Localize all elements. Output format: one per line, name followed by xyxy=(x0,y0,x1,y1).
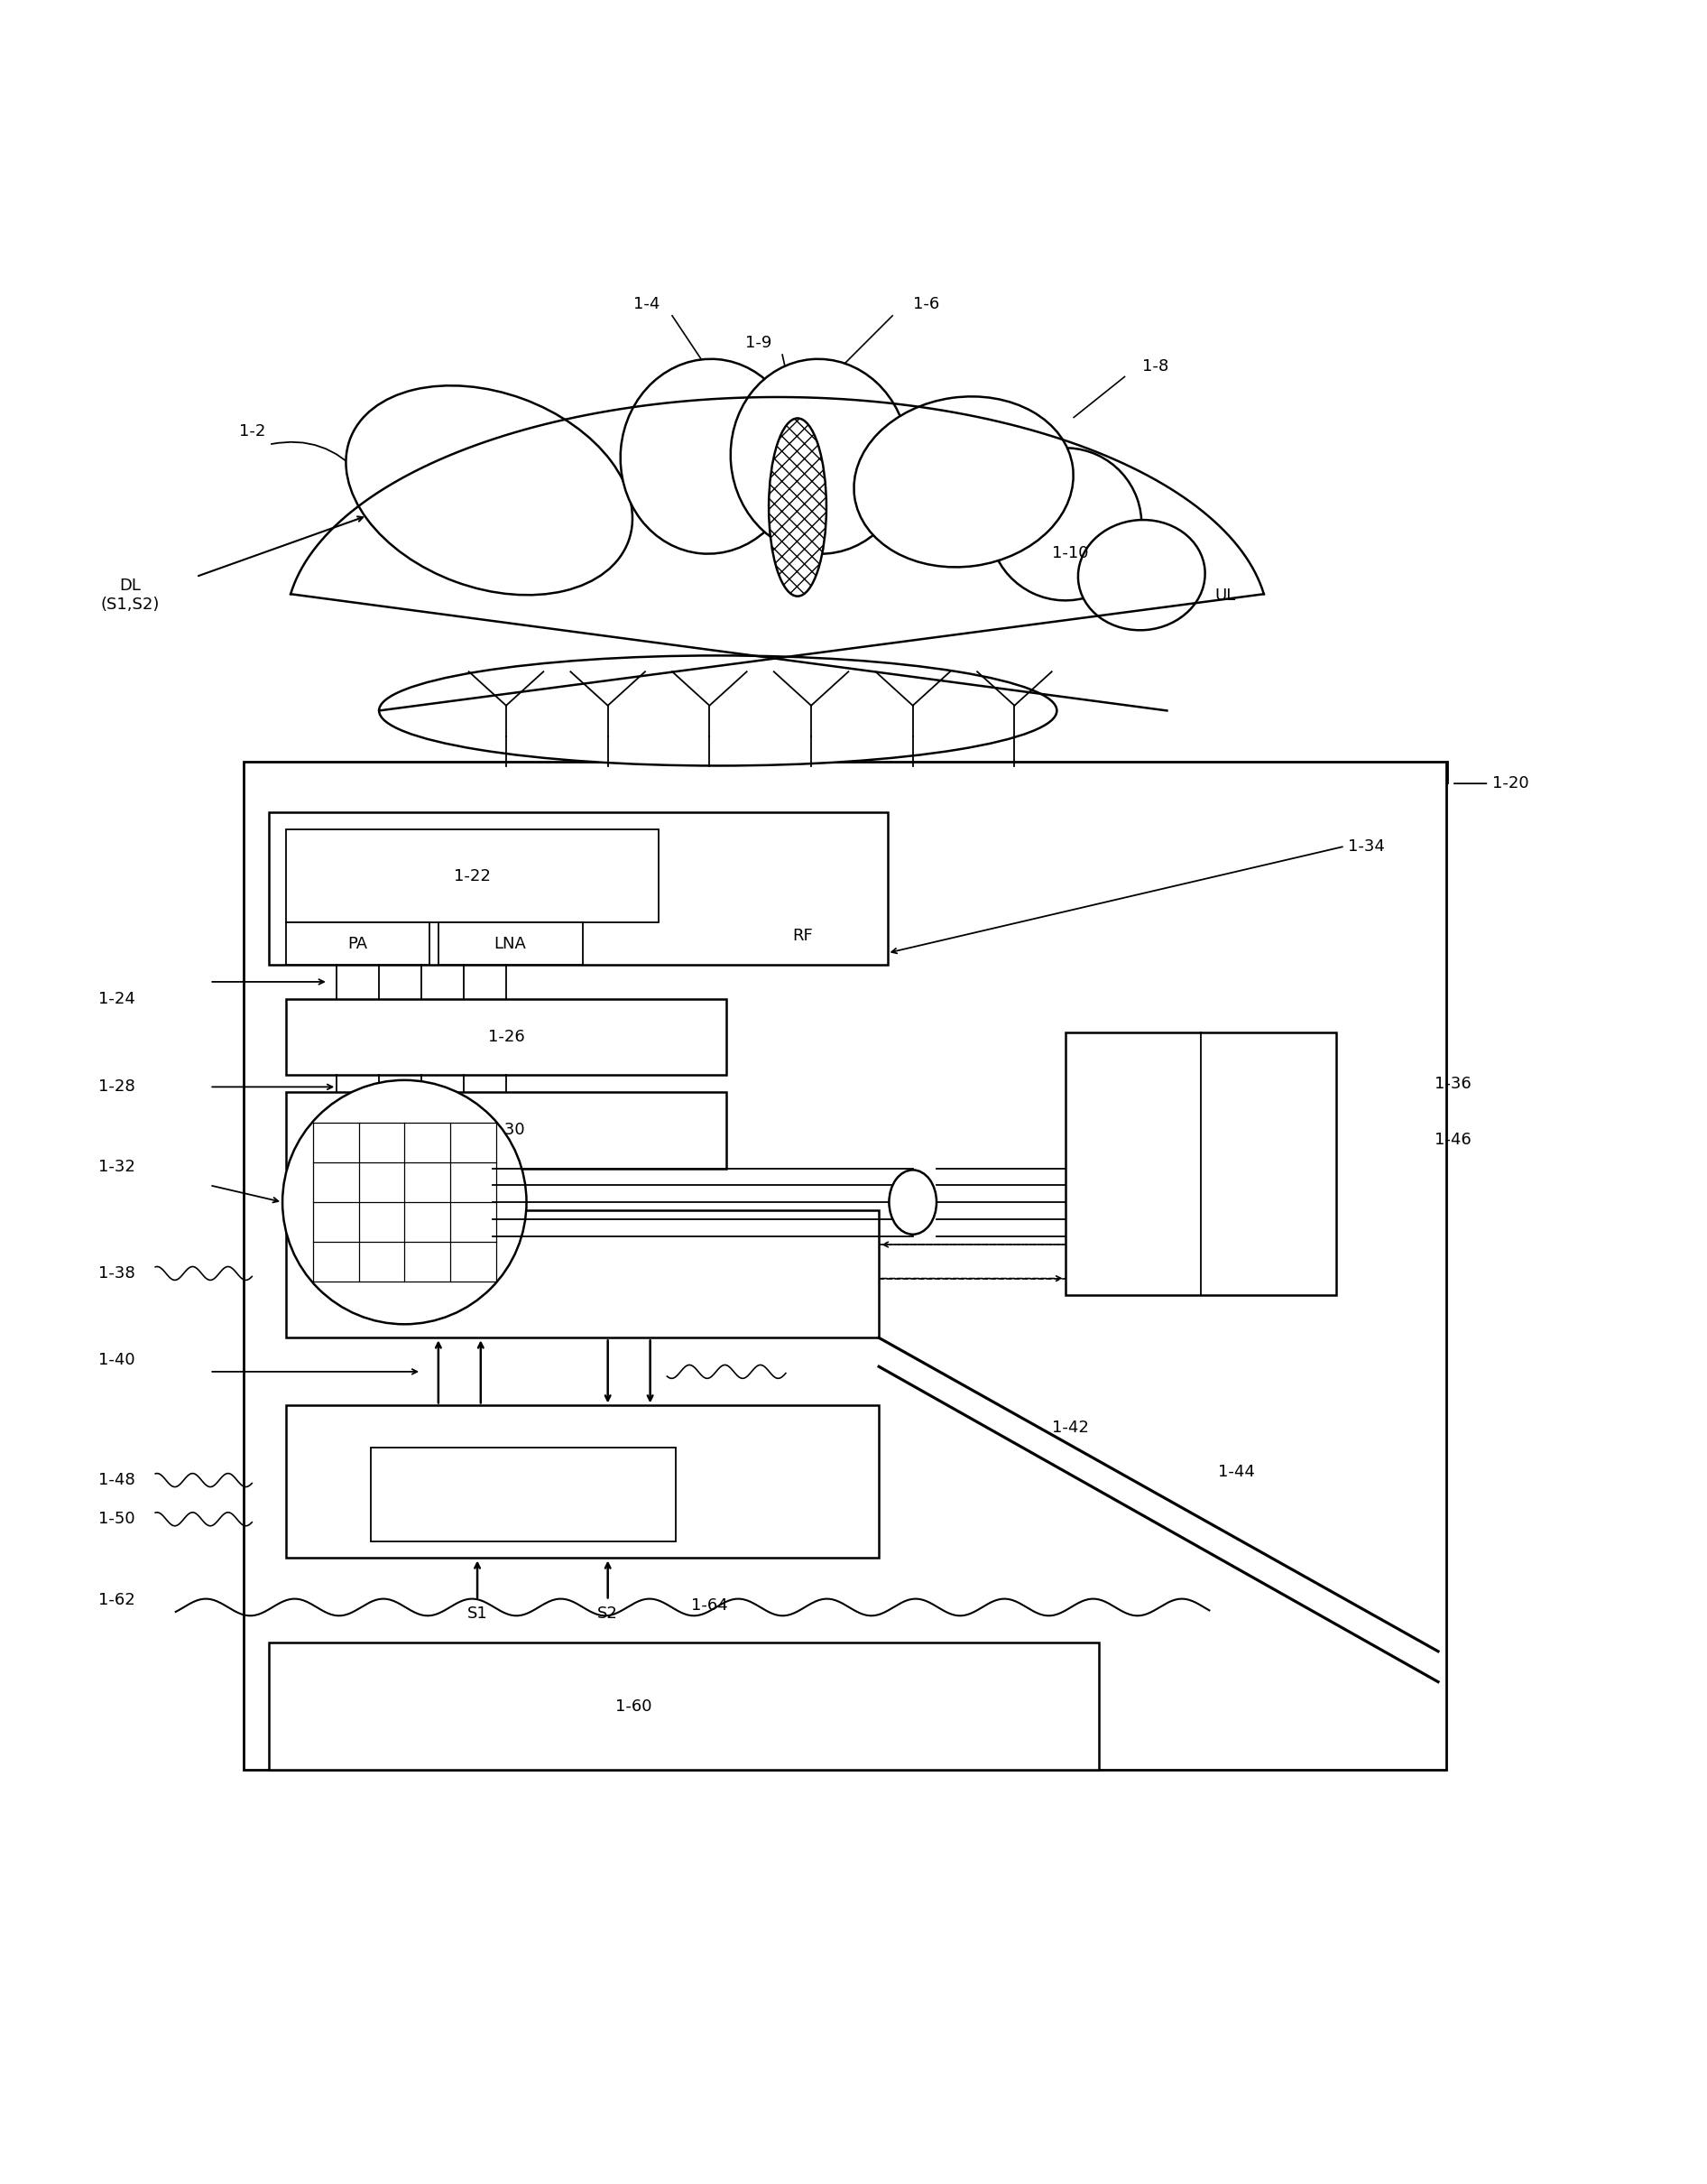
Text: 1-44: 1-44 xyxy=(1217,1463,1255,1481)
Bar xyxy=(285,1406,879,1557)
Text: 1-2: 1-2 xyxy=(239,424,265,439)
Circle shape xyxy=(282,1081,526,1324)
Bar xyxy=(285,922,430,965)
Ellipse shape xyxy=(379,655,1057,767)
Text: S2: S2 xyxy=(597,1605,618,1623)
Text: 1-36: 1-36 xyxy=(1434,1075,1471,1092)
Text: RF: RF xyxy=(792,928,813,943)
Text: 1-46: 1-46 xyxy=(1434,1131,1471,1147)
Bar xyxy=(1065,1033,1337,1295)
Text: 1-60: 1-60 xyxy=(615,1699,652,1714)
Text: 1-34: 1-34 xyxy=(1349,839,1384,854)
Text: LNA: LNA xyxy=(495,935,526,952)
Bar xyxy=(285,1092,727,1168)
Ellipse shape xyxy=(768,419,826,596)
Text: S1: S1 xyxy=(449,489,471,507)
Ellipse shape xyxy=(988,448,1142,601)
Ellipse shape xyxy=(620,358,799,555)
Ellipse shape xyxy=(854,397,1074,568)
Bar xyxy=(370,1448,676,1542)
Text: 1-62: 1-62 xyxy=(97,1592,135,1610)
Text: 1-6: 1-6 xyxy=(913,295,939,312)
Bar xyxy=(285,998,727,1075)
Ellipse shape xyxy=(889,1171,937,1234)
Text: 1-30: 1-30 xyxy=(488,1123,524,1138)
Ellipse shape xyxy=(731,358,908,555)
Bar xyxy=(270,1642,1099,1769)
Text: S2: S2 xyxy=(698,443,720,461)
Text: 1-28: 1-28 xyxy=(97,1079,135,1094)
Text: S1: S1 xyxy=(468,1605,488,1623)
Text: PA: PA xyxy=(348,935,367,952)
Ellipse shape xyxy=(347,387,632,594)
Bar xyxy=(285,1210,879,1339)
Bar xyxy=(439,922,582,965)
Bar xyxy=(285,830,659,922)
Text: 1-42: 1-42 xyxy=(1052,1420,1089,1435)
Text: 1-38: 1-38 xyxy=(97,1265,135,1282)
Text: 1-50: 1-50 xyxy=(97,1511,135,1527)
Text: 1-8: 1-8 xyxy=(1142,358,1168,376)
Text: 1-32: 1-32 xyxy=(97,1158,135,1175)
Text: DL
(S1,S2): DL (S1,S2) xyxy=(101,579,159,614)
Text: 1-48: 1-48 xyxy=(97,1472,135,1487)
Bar xyxy=(244,762,1446,1769)
Text: 1-4: 1-4 xyxy=(633,295,661,312)
Bar xyxy=(270,812,888,965)
Text: 1-20: 1-20 xyxy=(1492,775,1529,791)
Text: UL: UL xyxy=(1214,587,1236,603)
Text: 1-26: 1-26 xyxy=(488,1029,524,1044)
Text: 1-24: 1-24 xyxy=(97,992,135,1007)
Text: 1-10: 1-10 xyxy=(1052,544,1089,561)
Text: 1-22: 1-22 xyxy=(454,867,490,885)
Text: 1-40: 1-40 xyxy=(97,1352,135,1367)
Ellipse shape xyxy=(1079,520,1205,631)
Text: 1-9: 1-9 xyxy=(746,334,772,352)
Text: 1-64: 1-64 xyxy=(691,1597,727,1614)
